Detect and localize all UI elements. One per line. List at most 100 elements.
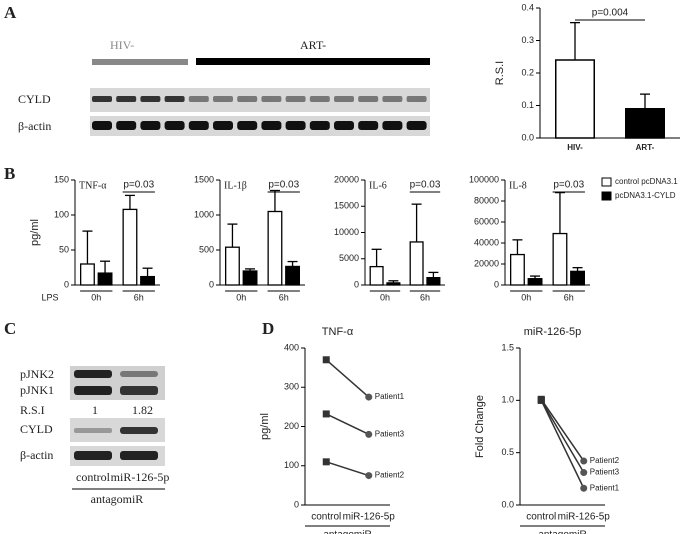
band xyxy=(285,96,306,102)
blot-row-label: β-actin xyxy=(18,119,51,133)
marker xyxy=(322,356,330,364)
y-tick-label: 0.0 xyxy=(501,499,514,509)
lane-label: control xyxy=(76,470,111,484)
panel-label: A xyxy=(4,3,17,22)
y-tick-label: 150 xyxy=(54,174,69,184)
band xyxy=(140,96,161,102)
marker xyxy=(322,458,330,466)
bar xyxy=(555,59,595,139)
band xyxy=(406,121,427,130)
band xyxy=(358,121,379,130)
band xyxy=(237,96,258,102)
y-tick-label: 60000 xyxy=(474,216,499,226)
legend-swatch xyxy=(601,191,612,201)
x-tick-label: 6h xyxy=(420,292,430,302)
chart-title: TNF-α xyxy=(79,180,107,191)
rsi-label: R.S.I xyxy=(20,403,45,417)
band xyxy=(382,96,403,102)
x-tick-label: 0h xyxy=(380,292,390,302)
band xyxy=(120,451,158,460)
legend-label: control pcDNA3.1 xyxy=(615,177,678,186)
band xyxy=(334,96,354,102)
chart-title: IL-8 xyxy=(509,180,527,191)
bar xyxy=(386,282,401,286)
y-tick-label: 10000 xyxy=(334,227,359,237)
bar xyxy=(527,278,543,286)
band xyxy=(213,121,233,130)
y-tick-label: 0 xyxy=(294,499,299,509)
blot-row-label: CYLD xyxy=(20,422,53,436)
series-line xyxy=(325,359,370,398)
rsi-value: 1 xyxy=(92,403,98,417)
y-axis-label: R.S.I xyxy=(494,61,506,85)
chart-title: miR-126-5p xyxy=(524,326,581,338)
y-tick-label: 20000 xyxy=(474,258,499,268)
x-tick-label: miR-126-5p xyxy=(558,512,611,523)
series-label: Patient2 xyxy=(375,471,405,480)
band xyxy=(74,451,112,460)
band xyxy=(358,96,379,102)
group-bar xyxy=(196,58,430,65)
marker xyxy=(580,457,588,465)
bar xyxy=(97,272,113,286)
significance-label: p=0.03 xyxy=(123,180,154,191)
significance-label: p=0.03 xyxy=(410,180,441,191)
y-tick-label: 100 xyxy=(284,460,299,470)
bar xyxy=(552,232,568,286)
bar xyxy=(242,270,258,286)
y-tick-label: 20000 xyxy=(334,174,359,184)
band xyxy=(74,370,112,378)
band xyxy=(74,428,112,433)
band xyxy=(120,427,158,434)
y-tick-label: 1.0 xyxy=(501,395,514,405)
series-line xyxy=(540,398,585,462)
y-tick-label: 80000 xyxy=(474,195,499,205)
marker xyxy=(365,430,373,438)
band xyxy=(140,121,161,130)
x-axis-label: antagomiR xyxy=(538,530,586,534)
band xyxy=(406,96,427,102)
group-label: HIV- xyxy=(110,38,134,52)
chart-title: IL-6 xyxy=(369,180,387,191)
blot-row-label: pJNK2 xyxy=(20,367,54,381)
y-tick-label: 40000 xyxy=(474,237,499,247)
series-line xyxy=(326,461,369,477)
bar xyxy=(140,275,156,286)
blot-row-label: pJNK1 xyxy=(20,383,54,397)
significance-label: p=0.03 xyxy=(268,180,299,191)
y-tick-label: 500 xyxy=(199,244,214,254)
lane-label: miR-126-5p xyxy=(111,470,170,484)
x-tick-label: ART- xyxy=(636,143,655,152)
band xyxy=(164,121,185,130)
series-label: Patient3 xyxy=(590,468,620,477)
group-bar xyxy=(92,59,188,65)
marker xyxy=(365,472,373,480)
band xyxy=(285,121,306,130)
x-tick-label: control xyxy=(526,512,556,523)
marker xyxy=(537,396,545,404)
blot-row-label: β-actin xyxy=(20,448,53,462)
y-tick-label: 0.0 xyxy=(521,132,534,142)
legend-swatch xyxy=(601,177,612,187)
significance-label: p=0.004 xyxy=(592,8,629,19)
bar xyxy=(285,265,301,286)
x-tick-label: 6h xyxy=(134,292,144,302)
y-tick-label: 0 xyxy=(64,279,69,289)
series-label: Patient3 xyxy=(375,429,405,438)
band xyxy=(382,121,403,130)
band xyxy=(116,96,137,102)
series-label: Patient1 xyxy=(590,483,620,492)
y-tick-label: 1500 xyxy=(194,174,214,184)
group-label: ART- xyxy=(300,38,326,52)
y-tick-label: 0.2 xyxy=(521,67,534,77)
y-tick-label: 5000 xyxy=(339,253,359,263)
bar xyxy=(224,246,240,286)
marker xyxy=(580,484,588,492)
y-axis-label: Fold Change xyxy=(474,395,486,458)
bar xyxy=(426,276,441,286)
treatment-label: antagomiR xyxy=(91,492,144,506)
y-tick-label: 100 xyxy=(54,209,69,219)
band xyxy=(92,96,112,102)
panel-label: D xyxy=(262,319,274,338)
